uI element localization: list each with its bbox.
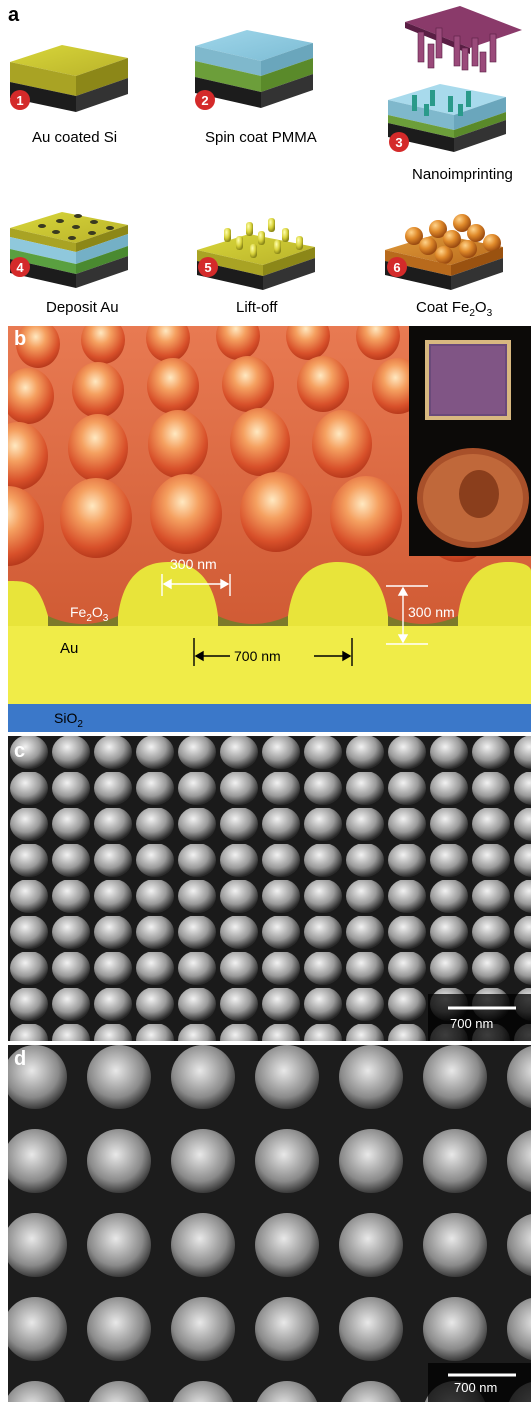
period-label: 700 nm	[234, 648, 281, 664]
panel-label-a: a	[8, 4, 19, 27]
sem-tilted-graphic	[8, 736, 531, 1041]
layer-label-au: Au	[60, 640, 78, 657]
step-2-label: Spin coat PMMA	[205, 129, 317, 146]
step-badge-2: 2	[195, 90, 215, 110]
step-badge-5: 5	[198, 257, 218, 277]
svg-text:2: 2	[201, 93, 208, 108]
step-3-block	[388, 6, 522, 152]
layer-label-fe2o3: Fe2O3	[70, 604, 108, 624]
sem-image-tilted	[8, 736, 531, 1041]
step-6-block	[385, 214, 503, 290]
step-badge-1: 1	[10, 90, 30, 110]
step-5-block	[197, 218, 315, 290]
panel-label-d: d	[14, 1048, 26, 1071]
sem-top-graphic	[8, 1045, 531, 1402]
scale-bar-label-d: 700 nm	[454, 1380, 497, 1395]
svg-text:1: 1	[16, 93, 23, 108]
step-5-label: Lift-off	[236, 299, 277, 316]
step-badge-4: 4	[10, 257, 30, 277]
svg-text:4: 4	[16, 260, 24, 275]
sem-image-top-view	[8, 1045, 531, 1402]
dome-height-label: 300 nm	[408, 604, 455, 620]
inset-photo-graphic	[409, 326, 531, 556]
panel-label-c: c	[14, 740, 25, 763]
step-badge-3: 3	[389, 132, 409, 152]
layer-label-sio2: SiO2	[54, 710, 83, 730]
step-6-label: Coat Fe2O3	[416, 299, 492, 319]
panel-label-b: b	[14, 328, 26, 351]
step-badge-6: 6	[387, 257, 407, 277]
scale-bar-label-c: 700 nm	[450, 1016, 493, 1031]
svg-text:3: 3	[395, 135, 402, 150]
inset-photo-sample-with-coin	[409, 326, 531, 556]
svg-text:5: 5	[204, 260, 211, 275]
fabrication-steps-diagram: 1 2 3 4 5 6	[0, 0, 531, 295]
step-4-label: Deposit Au	[46, 299, 119, 316]
step-1-label: Au coated Si	[32, 129, 117, 146]
svg-text:6: 6	[393, 260, 400, 275]
step-4-block	[10, 212, 128, 288]
step-3-label: Nanoimprinting	[412, 166, 513, 183]
dome-width-label: 300 nm	[170, 556, 217, 572]
